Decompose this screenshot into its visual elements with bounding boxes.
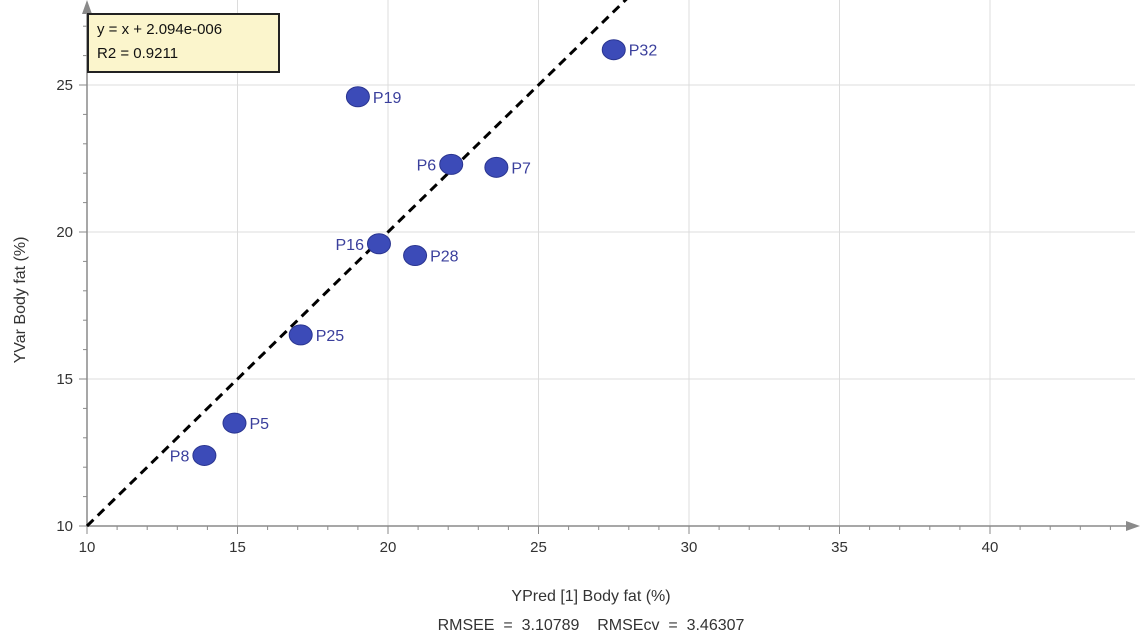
data-point-p25 xyxy=(288,324,313,346)
regression-equation-box: y = x + 2.094e-006 R2 = 0.9211 xyxy=(87,13,280,73)
data-point-p19 xyxy=(345,86,370,108)
x-tick-label: 20 xyxy=(380,539,397,556)
y-tick-label: 10 xyxy=(56,518,73,535)
data-point-p6 xyxy=(439,153,464,175)
r2-text: R2 = 0.9211 xyxy=(97,45,179,62)
equation-text: y = x + 2.094e-006 xyxy=(97,21,223,38)
data-points: P8P5P25P16P28P19P6P7P32P15P23P30P12P33P4… xyxy=(170,39,658,466)
rmse-footer: RMSEE = 3.10789 RMSEcv = 3.46307 xyxy=(438,617,745,634)
x-tick-label: 30 xyxy=(681,539,698,556)
point-label-p7: P7 xyxy=(511,160,531,177)
y-tick-label: 15 xyxy=(56,371,73,388)
x-tick-label: 15 xyxy=(229,539,246,556)
data-point-p16 xyxy=(366,233,391,255)
x-axis-title: YPred [1] Body fat (%) xyxy=(511,588,670,605)
axes xyxy=(79,0,1140,534)
point-label-p6: P6 xyxy=(417,157,437,174)
y-tick-label: 20 xyxy=(56,224,73,241)
tick-labels: 1015202530354010152025303540 xyxy=(56,77,999,556)
x-tick-label: 40 xyxy=(982,539,999,556)
point-label-p8: P8 xyxy=(170,448,190,465)
point-label-p25: P25 xyxy=(316,328,345,345)
y-axis-arrow xyxy=(82,0,92,14)
y-axis-title: YVar Body fat (%) xyxy=(12,237,29,364)
fit-line-group xyxy=(85,0,628,528)
grid-lines xyxy=(87,0,1135,526)
x-axis-arrow xyxy=(1126,521,1140,531)
x-tick-label: 35 xyxy=(831,539,848,556)
y-tick-label: 25 xyxy=(56,77,73,94)
data-point-p5 xyxy=(222,412,247,434)
data-point-p32 xyxy=(601,39,626,61)
regression-fit-line xyxy=(85,0,628,528)
point-label-p16: P16 xyxy=(336,237,365,254)
point-label-p5: P5 xyxy=(249,416,269,433)
point-label-p32: P32 xyxy=(629,43,658,60)
point-label-p28: P28 xyxy=(430,249,459,266)
point-label-p19: P19 xyxy=(373,90,402,107)
x-tick-label: 10 xyxy=(79,539,96,556)
data-point-p7 xyxy=(484,156,509,178)
x-tick-label: 25 xyxy=(530,539,547,556)
data-point-p8 xyxy=(192,444,217,466)
data-point-p28 xyxy=(403,245,428,267)
